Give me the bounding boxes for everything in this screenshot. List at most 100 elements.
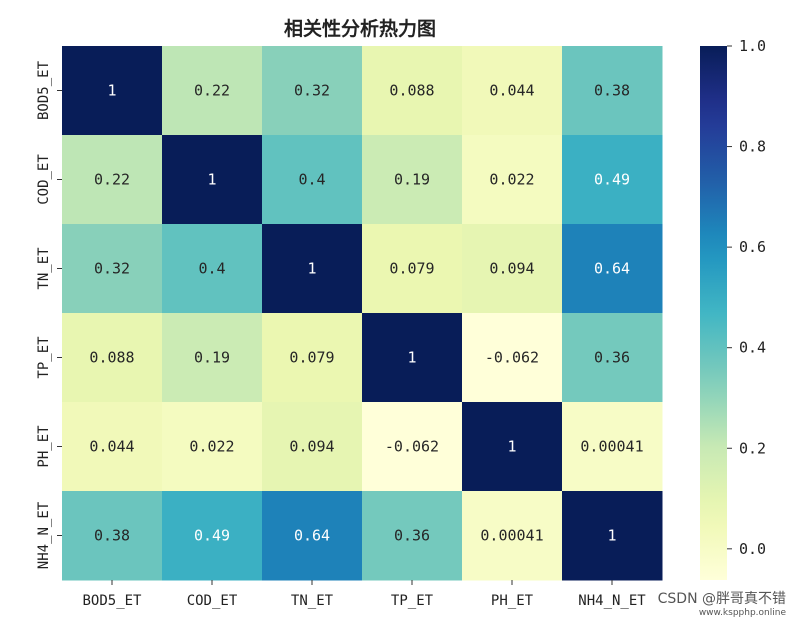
cell-value-label-5-1: 0.49 bbox=[194, 527, 230, 545]
heatmap-cell-3-1 bbox=[162, 313, 263, 403]
heatmap-cell-4-0 bbox=[62, 402, 163, 492]
watermark-line1: CSDN @胖哥真不错 bbox=[657, 591, 786, 607]
cell-value-label-0-5: 0.38 bbox=[594, 82, 630, 100]
y-tick-label: TP_ET bbox=[36, 336, 52, 379]
heatmap-cell-5-4 bbox=[462, 491, 563, 581]
cell-value-label-0-4: 0.044 bbox=[489, 82, 534, 100]
cell-value-label-2-1: 0.4 bbox=[198, 260, 225, 278]
heatmap-cell-2-1 bbox=[162, 224, 263, 314]
cell-value-label-2-5: 0.64 bbox=[594, 260, 630, 278]
cell-value-label-0-2: 0.32 bbox=[294, 82, 330, 100]
cell-value-label-3-1: 0.19 bbox=[194, 349, 230, 367]
cell-value-label-3-0: 0.088 bbox=[89, 349, 134, 367]
x-tick-label: BOD5_ET bbox=[82, 593, 142, 609]
y-tick-label: COD_ET bbox=[36, 154, 52, 205]
cell-value-label-4-1: 0.022 bbox=[189, 438, 234, 456]
cell-value-label-1-3: 0.19 bbox=[394, 171, 430, 189]
cell-value-label-2-4: 0.094 bbox=[489, 260, 534, 278]
watermark: CSDN @胖哥真不错 www.kspphp.online bbox=[658, 592, 786, 620]
cell-value-label-5-4: 0.00041 bbox=[480, 527, 543, 545]
x-tick-label: PH_ET bbox=[491, 593, 534, 609]
colorbar: 0.0 0.2 0.4 0.6 0.8 1.0 bbox=[700, 37, 766, 580]
cell-value-label-5-5: 1 bbox=[607, 527, 616, 545]
y-tick-label: PH_ET bbox=[36, 425, 52, 468]
heatmap-cell-3-2 bbox=[262, 313, 363, 403]
y-tick-label: TN_ET bbox=[36, 247, 52, 290]
heatmap-cell-2-3 bbox=[362, 224, 463, 314]
colorbar-tick-label: 0.0 bbox=[739, 540, 766, 558]
cell-value-label-4-5: 0.00041 bbox=[580, 438, 643, 456]
heatmap-cell-1-0 bbox=[62, 135, 163, 225]
y-tick-label: NH4_N_ET bbox=[36, 501, 52, 569]
heatmap-cell-labels: 1 0.22 0.32 0.088 0.044 0.38 0.22 1 0.4 0.19 0.022… bbox=[89, 82, 643, 545]
y-tick-label: BOD5_ET bbox=[36, 60, 52, 120]
heatmap-cell-2-4 bbox=[462, 224, 563, 314]
x-tick-label: TP_ET bbox=[391, 593, 434, 609]
cell-value-label-2-3: 0.079 bbox=[389, 260, 434, 278]
colorbar-tick-label: 0.8 bbox=[739, 138, 766, 156]
cell-value-label-5-0: 0.38 bbox=[94, 527, 130, 545]
heatmap-cell-2-0 bbox=[62, 224, 163, 314]
heatmap-cell-1-4 bbox=[462, 135, 563, 225]
heatmap-cell-0-2 bbox=[262, 46, 363, 136]
cell-value-label-5-2: 0.64 bbox=[294, 527, 330, 545]
cell-value-label-2-2: 1 bbox=[307, 260, 316, 278]
cell-value-label-1-4: 0.022 bbox=[489, 171, 534, 189]
colorbar-tick-label: 0.4 bbox=[739, 339, 766, 357]
heatmap-cell-3-3 bbox=[362, 313, 463, 403]
heatmap-cell-2-2 bbox=[262, 224, 363, 314]
heatmap-cell-0-5 bbox=[562, 46, 663, 136]
x-tick-label: NH4_N_ET bbox=[578, 593, 646, 609]
x-axis: BOD5_ET COD_ET TN_ET TP_ET PH_ET NH4_N_ET bbox=[82, 580, 646, 609]
heatmap-cell-5-2 bbox=[262, 491, 363, 581]
heatmap-cell-3-4 bbox=[462, 313, 563, 403]
colorbar-tick-label: 0.2 bbox=[739, 439, 766, 457]
cell-value-label-1-0: 0.22 bbox=[94, 171, 130, 189]
heatmap-cell-3-0 bbox=[62, 313, 163, 403]
heatmap-cell-0-1 bbox=[162, 46, 263, 136]
heatmap-cell-1-1 bbox=[162, 135, 263, 225]
heatmap-cell-4-5 bbox=[562, 402, 663, 492]
heatmap-cell-1-5 bbox=[562, 135, 663, 225]
cell-value-label-1-1: 1 bbox=[207, 171, 216, 189]
heatmap-cell-4-1 bbox=[162, 402, 263, 492]
heatmap-cell-5-5 bbox=[562, 491, 663, 581]
heatmap-cell-0-3 bbox=[362, 46, 463, 136]
cell-value-label-0-3: 0.088 bbox=[389, 82, 434, 100]
colorbar-gradient bbox=[700, 46, 727, 580]
cell-value-label-0-0: 1 bbox=[107, 82, 116, 100]
colorbar-tick-label: 0.6 bbox=[739, 238, 766, 256]
heatmap-cell-4-4 bbox=[462, 402, 563, 492]
heatmap-cell-0-4 bbox=[462, 46, 563, 136]
heatmap-cell-0-0 bbox=[62, 46, 163, 136]
x-tick-label: COD_ET bbox=[187, 593, 238, 609]
watermark-line2: www.kspphp.online bbox=[698, 608, 786, 618]
heatmap-cell-1-2 bbox=[262, 135, 363, 225]
heatmap-cells bbox=[62, 46, 663, 581]
cell-value-label-1-2: 0.4 bbox=[298, 171, 325, 189]
heatmap-cell-5-0 bbox=[62, 491, 163, 581]
heatmap-cell-3-5 bbox=[562, 313, 663, 403]
heatmap-cell-5-3 bbox=[362, 491, 463, 581]
heatmap-cell-5-1 bbox=[162, 491, 263, 581]
cell-value-label-4-3: -0.062 bbox=[385, 438, 439, 456]
y-axis: BOD5_ET COD_ET TN_ET TP_ET PH_ET NH4_N_ET bbox=[36, 60, 62, 569]
heatmap-cell-4-2 bbox=[262, 402, 363, 492]
cell-value-label-4-2: 0.094 bbox=[289, 438, 334, 456]
cell-value-label-4-0: 0.044 bbox=[89, 438, 134, 456]
cell-value-label-2-0: 0.32 bbox=[94, 260, 130, 278]
colorbar-tick-label: 1.0 bbox=[739, 37, 766, 55]
cell-value-label-5-3: 0.36 bbox=[394, 527, 430, 545]
cell-value-label-3-5: 0.36 bbox=[594, 349, 630, 367]
heatmap-cell-4-3 bbox=[362, 402, 463, 492]
cell-value-label-1-5: 0.49 bbox=[594, 171, 630, 189]
cell-value-label-3-2: 0.079 bbox=[289, 349, 334, 367]
cell-value-label-0-1: 0.22 bbox=[194, 82, 230, 100]
chart-title: 相关性分析热力图 bbox=[283, 18, 436, 40]
heatmap-cell-2-5 bbox=[562, 224, 663, 314]
x-tick-label: TN_ET bbox=[291, 593, 334, 609]
cell-value-label-3-4: -0.062 bbox=[485, 349, 539, 367]
cell-value-label-3-3: 1 bbox=[407, 349, 416, 367]
heatmap-cell-1-3 bbox=[362, 135, 463, 225]
